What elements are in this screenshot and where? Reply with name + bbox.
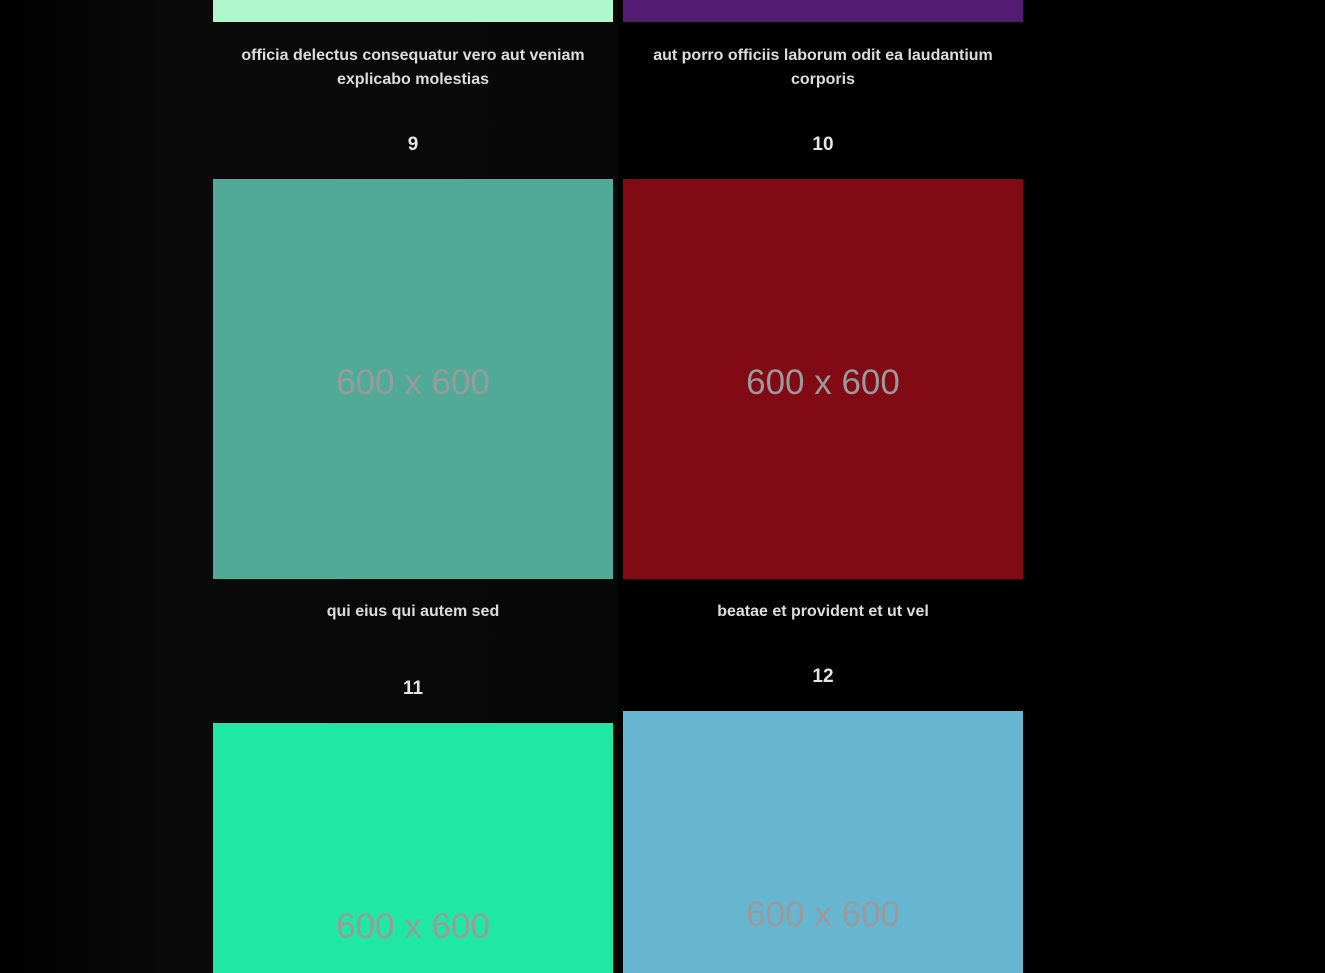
card-title: beatae et provident et ut vel xyxy=(717,603,929,620)
grid-column-left: officia delectus consequatur vero aut ve… xyxy=(213,0,613,973)
card-thumbnail[interactable]: 600 x 600 xyxy=(623,711,1023,973)
card-thumbnail[interactable] xyxy=(623,0,1023,22)
card-number: 9 xyxy=(407,134,419,155)
card-title: aut porro officiis laborum odit ea lauda… xyxy=(653,47,993,88)
photo-grid: officia delectus consequatur vero aut ve… xyxy=(213,0,1023,973)
card-thumbnail[interactable] xyxy=(213,0,613,22)
card-thumbnail[interactable]: 600 x 600 xyxy=(623,179,1023,579)
card-title: officia delectus consequatur vero aut ve… xyxy=(241,47,585,88)
thumbnail-placeholder-label: 600 x 600 xyxy=(746,363,900,402)
card-thumbnail[interactable]: 600 x 600 xyxy=(213,179,613,579)
card-title: qui eius qui autem sed xyxy=(326,603,500,620)
card-number: 12 xyxy=(812,666,834,687)
thumbnail-placeholder-label: 600 x 600 xyxy=(336,907,490,946)
grid-column-right: aut porro officiis laborum odit ea lauda… xyxy=(623,0,1023,973)
card-number: 11 xyxy=(402,678,424,699)
thumbnail-placeholder-label: 600 x 600 xyxy=(746,895,900,934)
card-thumbnail[interactable]: 600 x 600 xyxy=(213,723,613,973)
card-number: 10 xyxy=(812,134,834,155)
thumbnail-placeholder-label: 600 x 600 xyxy=(336,363,490,402)
